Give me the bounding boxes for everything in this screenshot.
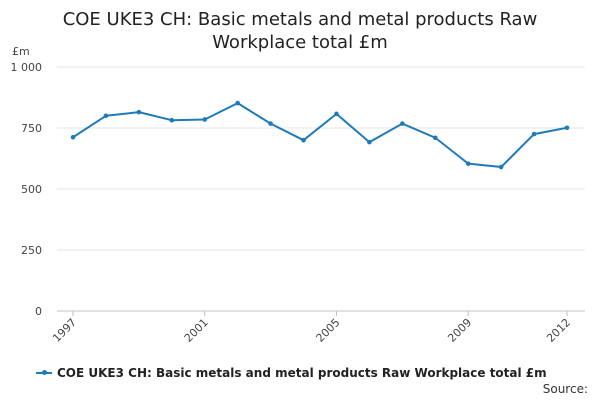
y-tick-label: 0 [35, 305, 42, 318]
y-tick-label: 500 [21, 183, 42, 196]
data-point[interactable] [498, 164, 504, 170]
data-point[interactable] [367, 139, 372, 145]
chart-title-line-2: Workplace total £m [212, 32, 388, 53]
legend-label: COE UKE3 CH: Basic metals and metal prod… [57, 366, 547, 380]
data-point[interactable] [400, 121, 405, 126]
x-tick-label: 2001 [182, 316, 211, 345]
x-axis-ticks: 1997 2001 2005 2009 2012 [50, 311, 573, 345]
x-tick-label: 2012 [544, 316, 573, 345]
data-point[interactable] [103, 113, 109, 119]
source-label: Source: [542, 382, 588, 396]
data-point[interactable] [169, 117, 175, 123]
series-line [72, 102, 568, 169]
y-axis-ticks: 0 250 500 750 1 000 [11, 61, 43, 318]
legend-swatch [36, 367, 52, 379]
data-point[interactable] [531, 131, 537, 137]
x-tick-label: 2009 [445, 316, 474, 345]
data-point[interactable] [235, 100, 240, 106]
data-point[interactable] [136, 109, 142, 115]
gridlines [57, 66, 585, 312]
y-tick-label: 250 [21, 244, 42, 257]
x-tick-label: 1997 [50, 316, 79, 345]
data-point[interactable] [301, 137, 306, 143]
data-point[interactable] [564, 125, 570, 131]
data-point[interactable] [432, 135, 438, 141]
data-point[interactable] [334, 111, 339, 117]
data-point[interactable] [70, 134, 76, 140]
data-point[interactable] [202, 117, 208, 122]
y-tick-label: 750 [21, 122, 42, 135]
data-point[interactable] [268, 121, 273, 126]
legend[interactable]: COE UKE3 CH: Basic metals and metal prod… [36, 366, 547, 380]
series-group [70, 100, 570, 170]
x-tick-label: 2005 [314, 316, 343, 345]
y-axis-unit-label: £m [12, 45, 30, 58]
chart-title: COE UKE3 CH: Basic metals and metal prod… [0, 8, 600, 54]
chart-title-line-1: COE UKE3 CH: Basic metals and metal prod… [62, 9, 538, 30]
y-tick-label: 1 000 [11, 61, 43, 74]
data-point[interactable] [465, 161, 471, 166]
